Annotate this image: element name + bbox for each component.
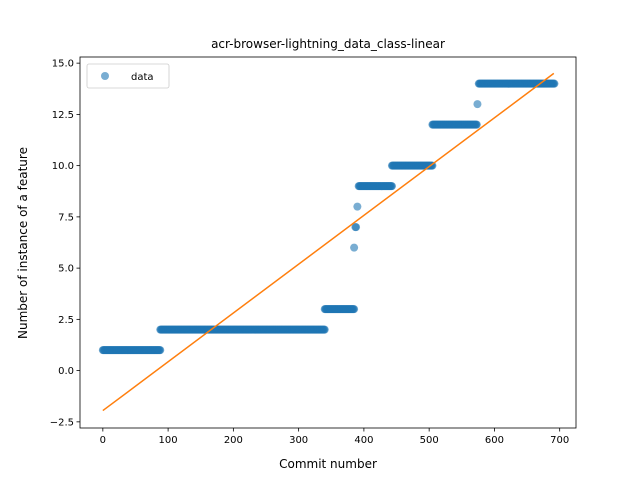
data-point-isolated-0 xyxy=(350,243,359,252)
axes-layer: 0 100 200 300 400 500 600 700 −2.5 0.0 2.5 5.0 7.5 10… xyxy=(50,56,577,446)
data-run-5 xyxy=(428,120,481,129)
legend-label: data xyxy=(131,72,154,83)
chart-title: acr-browser-lightning_data_class-linear xyxy=(211,37,445,51)
data-run-6 xyxy=(474,79,559,88)
y-axis-label: Number of instance of a feature xyxy=(16,147,30,339)
data-point xyxy=(472,120,481,129)
data-run-2 xyxy=(320,305,359,314)
data-run-0 xyxy=(98,346,165,355)
x-tick-label: 400 xyxy=(354,435,373,446)
data-point-isolated-4 xyxy=(473,100,482,109)
x-tick-label: 500 xyxy=(420,435,439,446)
fit-line xyxy=(102,72,555,412)
x-tick-label: 700 xyxy=(550,435,569,446)
data-layer xyxy=(98,72,559,412)
y-tick-label: 15.0 xyxy=(52,59,74,70)
y-tick-label: 10.0 xyxy=(52,161,74,172)
x-tick-label: 200 xyxy=(224,435,243,446)
x-axis-label: Commit number xyxy=(279,457,377,471)
data-points xyxy=(98,79,559,355)
data-point-isolated-2 xyxy=(352,223,361,232)
x-tick-label: 600 xyxy=(485,435,504,446)
y-tick-label: −2.5 xyxy=(50,417,74,428)
y-tick-label: 0.0 xyxy=(58,366,74,377)
data-point xyxy=(350,305,359,314)
legend: data xyxy=(86,63,170,89)
x-tick-label: 300 xyxy=(289,435,308,446)
legend-marker xyxy=(101,72,109,80)
data-point xyxy=(387,182,396,191)
data-point xyxy=(320,325,329,334)
y-tick-label: 5.0 xyxy=(58,264,74,275)
y-tick-label: 2.5 xyxy=(58,315,74,326)
data-point-isolated-3 xyxy=(353,202,362,211)
axes-frame xyxy=(79,56,577,429)
data-point xyxy=(550,79,559,88)
x-tick-label: 0 xyxy=(100,435,106,446)
legend-box xyxy=(86,63,170,89)
data-point xyxy=(428,161,437,170)
data-point xyxy=(156,346,165,355)
data-run-3 xyxy=(354,182,396,191)
data-run-1 xyxy=(156,325,329,334)
y-tick-label: 7.5 xyxy=(58,212,74,223)
x-tick-label: 100 xyxy=(159,435,178,446)
data-run-4 xyxy=(387,161,437,170)
y-tick-label: 12.5 xyxy=(52,110,74,121)
